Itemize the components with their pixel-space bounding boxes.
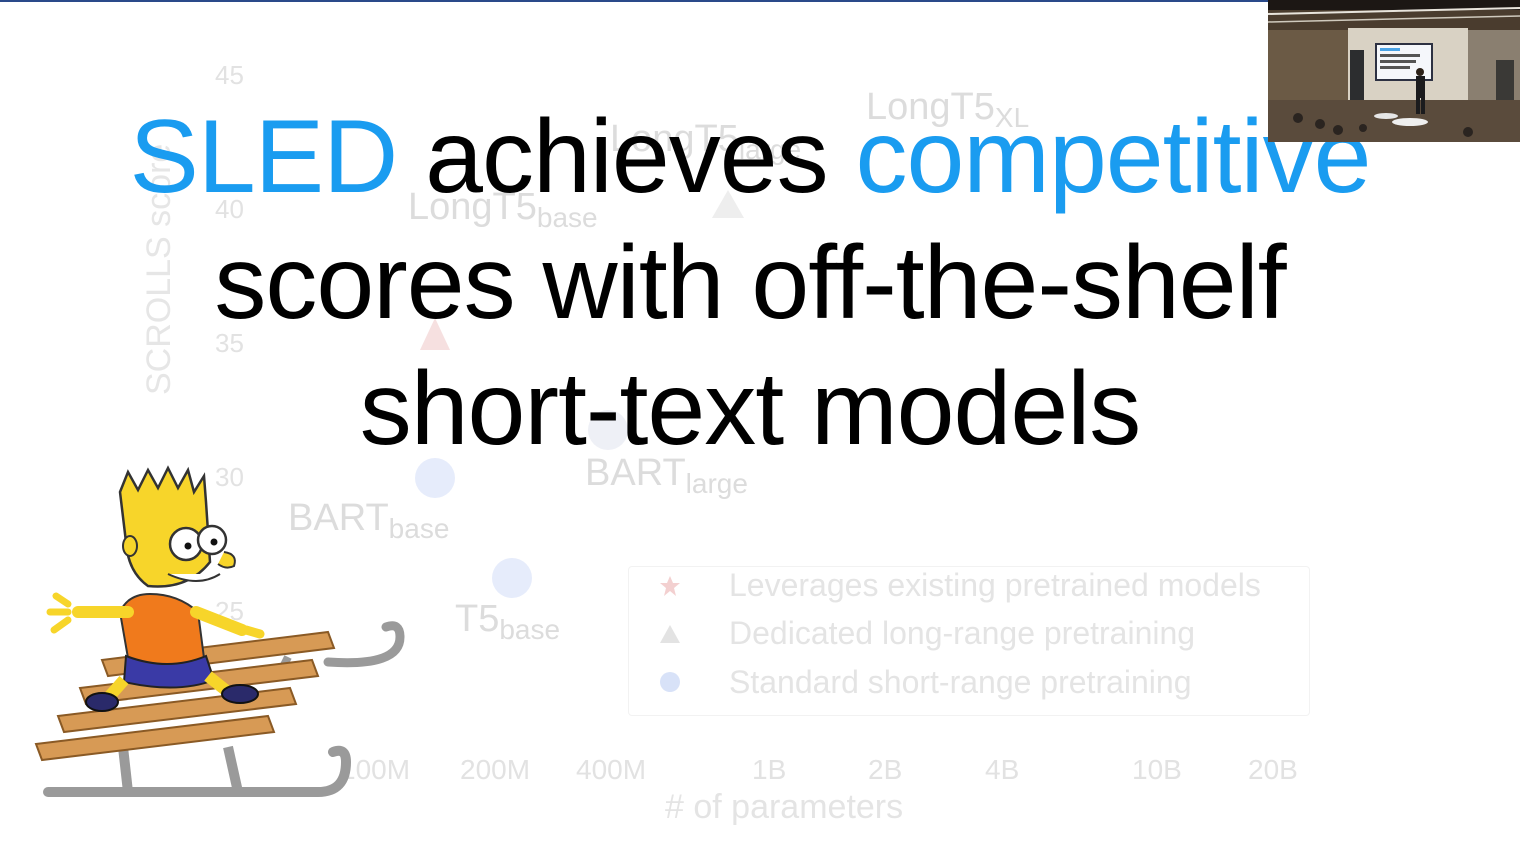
webcam-video bbox=[1268, 0, 1520, 142]
x-tick: 4B bbox=[985, 754, 1020, 785]
legend-item: Dedicated long-range pretraining bbox=[729, 615, 1196, 651]
point-label: T5base bbox=[455, 598, 561, 645]
data-point bbox=[712, 190, 744, 218]
point-label: BARTbase bbox=[288, 497, 450, 544]
legend-item: Leverages existing pretrained models bbox=[729, 567, 1261, 603]
point-label: LongT5base bbox=[408, 186, 598, 233]
x-tick: 100M bbox=[340, 754, 411, 785]
bart-on-sled-illustration bbox=[34, 465, 405, 797]
legend-item: Standard short-range pretraining bbox=[729, 664, 1192, 700]
x-tick: 200M bbox=[460, 754, 531, 785]
x-tick: 1B bbox=[752, 754, 787, 785]
slide-title-line-2: scores with off-the-shelf bbox=[214, 225, 1286, 341]
y-tick: 30 bbox=[215, 462, 244, 492]
slide-title-line-1: SLED achieves competitive bbox=[0, 98, 1500, 217]
x-tick: 20B bbox=[1248, 754, 1298, 785]
conference-room-image bbox=[1268, 0, 1520, 142]
y-tick: 40 bbox=[215, 194, 244, 224]
data-point bbox=[588, 410, 628, 450]
highlight-word: SLED bbox=[129, 99, 399, 215]
point-label: LongT5large bbox=[610, 118, 802, 165]
title-text: achieves bbox=[397, 99, 856, 215]
data-point bbox=[420, 318, 450, 350]
y-tick: 35 bbox=[215, 328, 244, 358]
legend-triangle-icon bbox=[660, 625, 680, 643]
slide-title-line-3: short-text models bbox=[359, 351, 1142, 467]
top-border bbox=[0, 0, 1268, 2]
x-tick: 2B bbox=[868, 754, 903, 785]
data-point bbox=[492, 558, 532, 598]
data-point bbox=[415, 458, 455, 498]
x-tick: 400M bbox=[576, 754, 647, 785]
legend-star-icon bbox=[660, 576, 680, 596]
point-label: LongT5XL bbox=[866, 86, 1030, 133]
point-label: BARTlarge bbox=[585, 452, 748, 499]
y-tick: 45 bbox=[215, 60, 244, 90]
chart-legend: Leverages existing pretrained models Ded… bbox=[628, 566, 1310, 716]
x-axis-label: # of parameters bbox=[665, 788, 904, 826]
x-tick: 10B bbox=[1132, 754, 1182, 785]
legend-circle-icon bbox=[660, 672, 680, 692]
